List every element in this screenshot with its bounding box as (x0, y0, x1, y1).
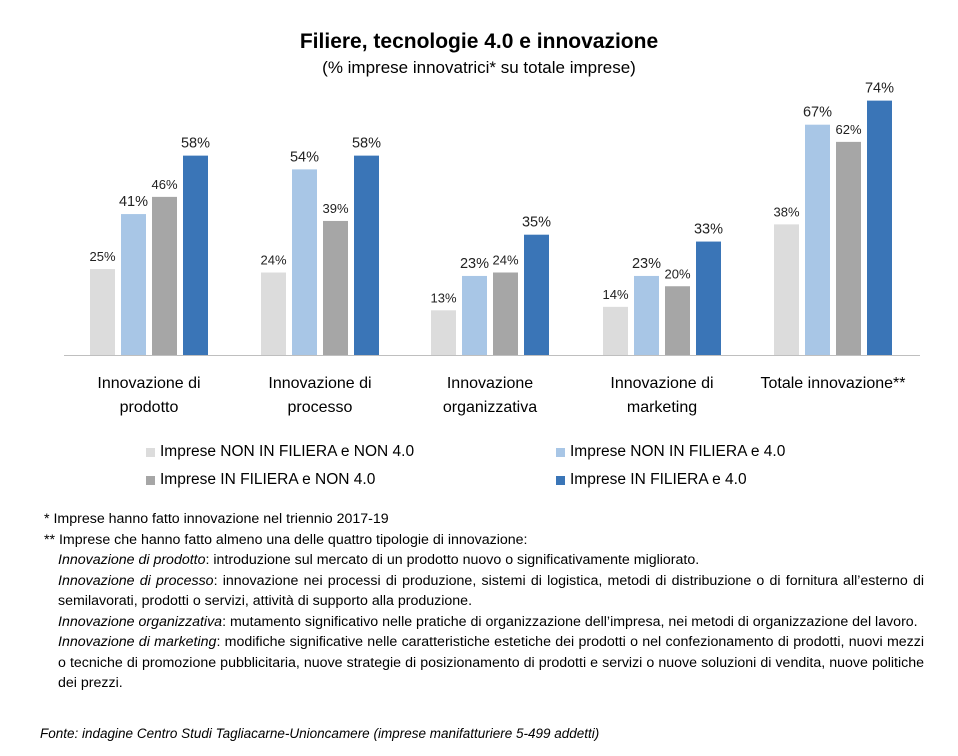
category-label-0-1: prodotto (120, 399, 179, 416)
category-label-3-0: Innovazione di (610, 375, 713, 392)
bar-0-2 (152, 196, 177, 355)
bar-0-1 (121, 214, 146, 355)
data-label-2-3: 35% (522, 215, 551, 231)
data-label-4-3: 74% (865, 81, 894, 97)
bar-3-1 (634, 275, 659, 355)
definition-text: : mutamento significativo nelle pratiche… (222, 613, 918, 630)
definition-processo: Innovazione di processo: innovazione nei… (44, 571, 924, 612)
chart-subtitle: (% imprese innovatrici* su totale impres… (322, 58, 636, 77)
category-label-1-1: processo (288, 399, 353, 416)
data-label-4-0: 38% (773, 204, 799, 219)
legend-swatch-3 (556, 475, 565, 485)
bar-2-1 (462, 275, 487, 355)
category-label-4-0: Totale innovazione** (761, 375, 906, 392)
definition-marketing: Innovazione di marketing: modifiche sign… (44, 632, 924, 694)
legend-swatch-0 (146, 447, 155, 457)
legend-label-2: Imprese IN FILIERA e NON 4.0 (160, 471, 376, 488)
bar-4-1 (805, 124, 830, 355)
category-label-2-0: Innovazione (447, 375, 533, 392)
legend-label-3: Imprese IN FILIERA e 4.0 (570, 471, 747, 488)
data-label-4-2: 62% (835, 122, 861, 137)
definition-term: Innovazione di prodotto (58, 552, 206, 568)
definition-organizzativa: Innovazione organizzativa: mutamento sig… (44, 612, 924, 633)
bar-3-0 (603, 306, 628, 355)
data-label-1-3: 58% (352, 136, 381, 152)
legend-item-3: Imprese IN FILIERA e 4.0 (556, 471, 747, 489)
legend-swatch-1 (556, 447, 565, 457)
bar-0-0 (90, 269, 115, 355)
data-label-0-2: 46% (151, 177, 177, 192)
bar-4-2 (836, 141, 861, 355)
category-label-1-0: Innovazione di (268, 375, 371, 392)
bar-4-0 (774, 224, 799, 355)
data-label-4-1: 67% (803, 105, 832, 121)
legend-item-0: Imprese NON IN FILIERA e NON 4.0 (146, 443, 414, 461)
footnote-1: * Imprese hanno fatto innovazione nel tr… (44, 511, 389, 527)
footnotes: * Imprese hanno fatto innovazione nel tr… (44, 509, 924, 694)
data-label-3-3: 33% (694, 222, 723, 238)
category-label-2-1: organizzativa (443, 399, 537, 416)
bar-1-2 (323, 220, 348, 355)
data-label-2-2: 24% (492, 253, 518, 268)
definition-text: : modifiche significative nelle caratter… (58, 634, 925, 691)
data-label-2-1: 23% (460, 256, 489, 272)
definition-text: : introduzione sul mercato di un prodott… (205, 552, 700, 568)
data-label-1-0: 24% (260, 253, 286, 268)
chart-title: Filiere, tecnologie 4.0 e innovazione (299, 30, 659, 53)
data-label-1-1: 54% (290, 149, 319, 165)
legend-swatch-2 (146, 475, 155, 485)
footnote-2: ** Imprese che hanno fatto almeno una de… (44, 531, 528, 548)
data-label-0-1: 41% (119, 194, 148, 210)
bar-1-0 (261, 272, 286, 355)
bar-3-3 (696, 241, 721, 355)
bar-2-0 (431, 310, 456, 355)
data-label-0-3: 58% (181, 136, 210, 152)
data-label-2-0: 13% (430, 290, 456, 305)
legend-item-1: Imprese NON IN FILIERA e 4.0 (556, 443, 785, 461)
definition-prodotto: Innovazione di prodotto: introduzione su… (44, 550, 924, 571)
definition-term: Innovazione organizzativa (58, 613, 223, 630)
bar-chart: 25% 41%46% 58% Innovazione di prodotto 24% 54%… (64, 81, 920, 416)
definition-text: : innovazione nei processi di produzione… (58, 572, 924, 610)
definition-term: Innovazione di marketing (58, 634, 217, 650)
source-note: Fonte: indagine Centro Studi Tagliacarne… (40, 726, 600, 741)
data-label-3-2: 20% (664, 266, 690, 281)
data-label-3-0: 14% (602, 287, 628, 302)
bar-3-2 (665, 286, 690, 355)
bar-4-3 (867, 100, 892, 355)
bar-1-1 (292, 169, 317, 355)
bar-2-3 (524, 234, 549, 355)
data-label-3-1: 23% (632, 256, 661, 272)
data-label-0-0: 25% (89, 249, 115, 264)
bar-0-3 (183, 155, 208, 355)
category-label-3-1: marketing (627, 399, 697, 416)
legend-label-0: Imprese NON IN FILIERA e NON 4.0 (160, 443, 415, 460)
bar-1-3 (354, 155, 379, 355)
legend-label-1: Imprese NON IN FILIERA e 4.0 (570, 443, 786, 460)
bar-2-2 (493, 272, 518, 355)
data-label-1-2: 39% (322, 201, 348, 216)
category-label-0-0: Innovazione di (97, 375, 200, 392)
definition-term: Innovazione di processo (58, 572, 214, 589)
legend-item-2: Imprese IN FILIERA e NON 4.0 (146, 471, 375, 489)
